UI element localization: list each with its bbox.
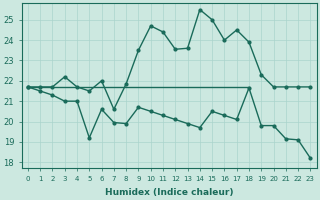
X-axis label: Humidex (Indice chaleur): Humidex (Indice chaleur) (105, 188, 233, 197)
